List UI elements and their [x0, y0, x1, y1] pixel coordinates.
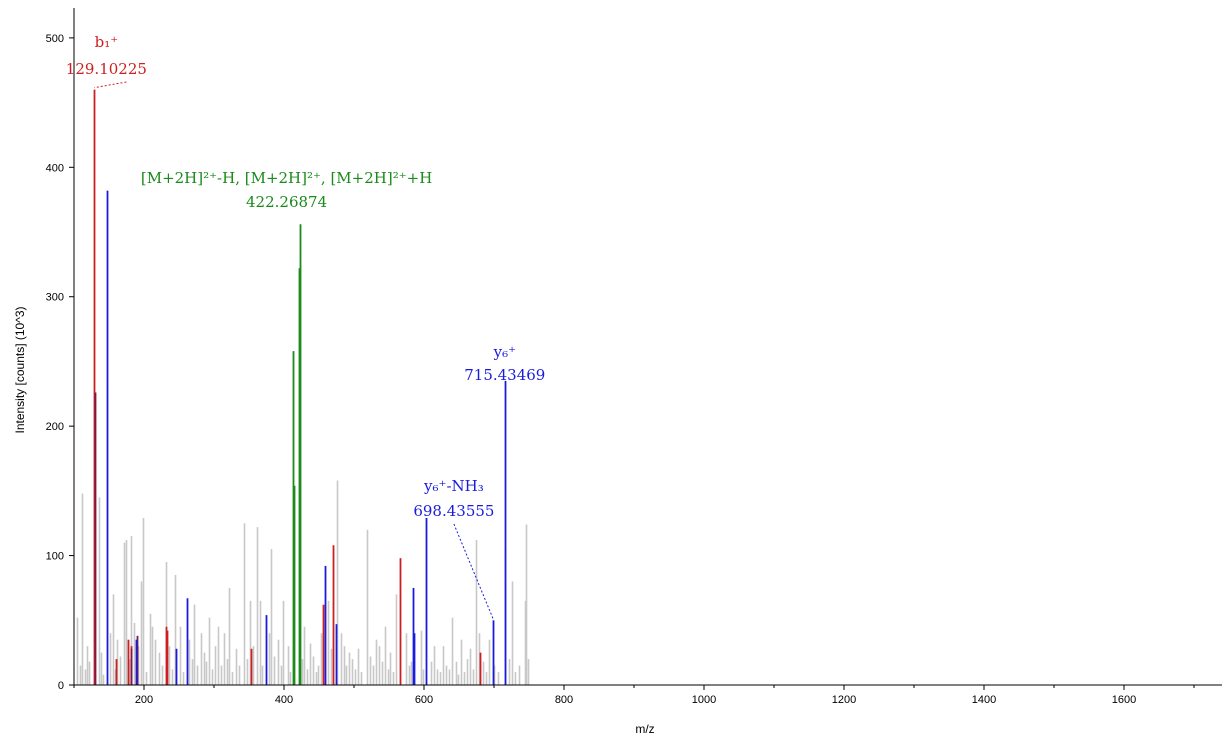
y-axis-label: Intensity [counts] (10^3) [13, 306, 27, 433]
x-tick-label: 1600 [1112, 694, 1136, 706]
y-tick-label: 200 [46, 421, 64, 433]
x-tick-label: 200 [135, 694, 153, 706]
y-tick-label: 300 [46, 292, 64, 304]
x-ticks: 200 400 600 800 1000 1200 1400 1600 [73, 685, 1195, 706]
y-tick-label: 0 [58, 680, 64, 692]
x-tick-label: 800 [555, 694, 573, 706]
x-tick-label: 1200 [832, 694, 856, 706]
annotation-leader-line [94, 81, 127, 89]
annotation-mz-value: 422.26874 [246, 193, 327, 211]
y-ticks: 0 100 200 300 400 500 [46, 33, 74, 692]
x-tick-label: 400 [275, 694, 293, 706]
annotation-ion-label: b₁⁺ [95, 33, 119, 51]
x-axis-label: m/z [635, 722, 654, 736]
y-tick-label: 500 [46, 33, 64, 45]
x-tick-label: 1000 [692, 694, 716, 706]
annotation-ion-label: y₆⁺ [493, 343, 516, 361]
annotation-ion-label: [M+2H]²⁺-H, [M+2H]²⁺, [M+2H]²⁺+H [141, 169, 432, 187]
annotation-mz-value: 129.10225 [66, 60, 147, 78]
annotation-ion-label: y₆⁺-NH₃ [423, 477, 484, 495]
axes [73, 8, 1222, 686]
peak-group [76, 89, 530, 685]
y-tick-label: 100 [46, 551, 64, 563]
annotation-mz-value: 698.43555 [413, 502, 494, 520]
annotations: b₁⁺ 129.10225 [M+2H]²⁺-H, [M+2H]²⁺, [M+2H]… [66, 33, 546, 520]
annotation-leaders [94, 81, 494, 619]
x-tick-label: 600 [415, 694, 433, 706]
annotation-mz-value: 715.43469 [464, 366, 545, 384]
annotation-leader-line [453, 523, 494, 619]
y-tick-label: 400 [46, 162, 64, 174]
x-tick-label: 1400 [972, 694, 996, 706]
